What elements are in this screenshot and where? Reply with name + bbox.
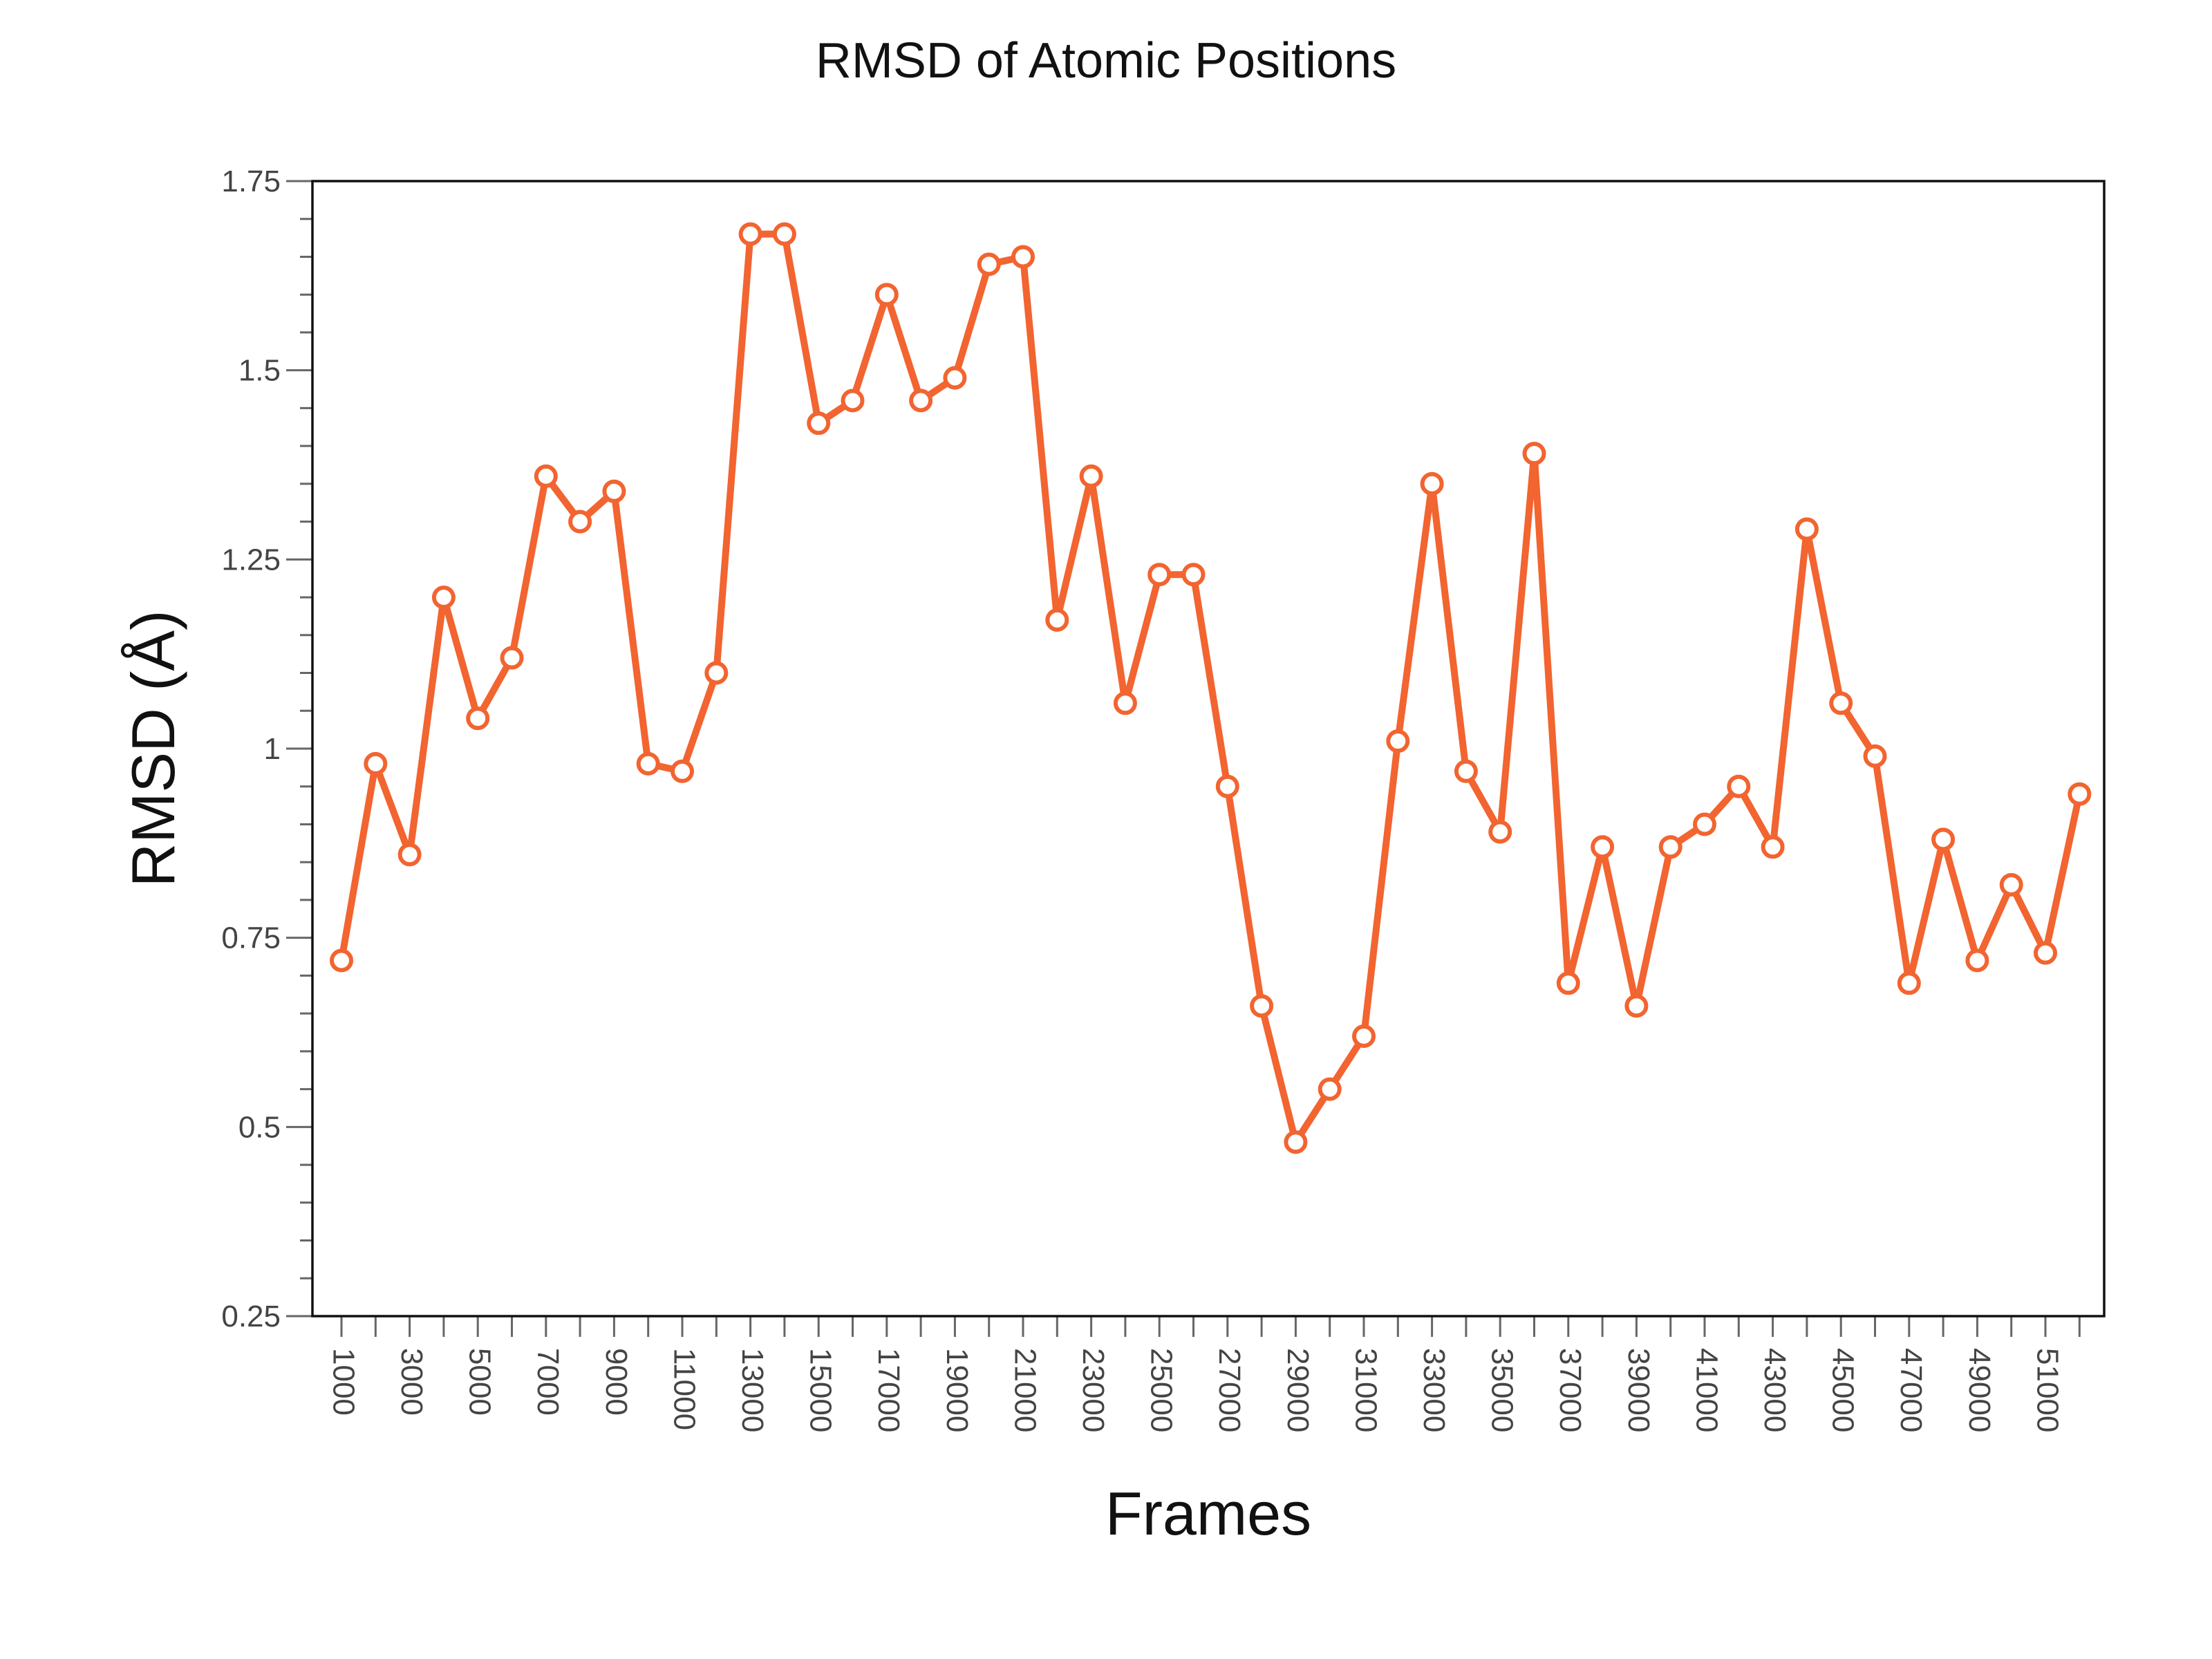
y-tick-label: 0.75 bbox=[221, 921, 281, 955]
data-point bbox=[943, 366, 967, 390]
data-point bbox=[909, 388, 933, 413]
data-point bbox=[1079, 464, 1103, 488]
data-point bbox=[330, 948, 353, 973]
data-point bbox=[772, 222, 796, 246]
data-point bbox=[1761, 835, 1785, 859]
data-point bbox=[2068, 782, 2092, 806]
data-point bbox=[807, 411, 831, 435]
x-tick-label: 47000 bbox=[1894, 1348, 1928, 1432]
x-axis-label: Frames bbox=[1105, 1479, 1311, 1548]
data-point bbox=[977, 252, 1001, 276]
x-tick-label: 43000 bbox=[1758, 1348, 1792, 1432]
data-point bbox=[1454, 759, 1478, 783]
y-axis-label: RMSD (Å) bbox=[119, 610, 187, 888]
data-point bbox=[1352, 1024, 1376, 1048]
series-layer bbox=[330, 222, 2092, 1154]
x-tick-label: 13000 bbox=[735, 1348, 769, 1432]
x-tick-label: 51000 bbox=[2030, 1348, 2064, 1432]
data-point bbox=[431, 585, 456, 610]
data-point bbox=[1863, 744, 1887, 768]
data-point bbox=[1965, 948, 1989, 973]
data-point bbox=[2034, 941, 2057, 965]
data-point bbox=[568, 509, 592, 534]
x-tick-label: 3000 bbox=[395, 1348, 429, 1416]
data-point bbox=[1727, 774, 1751, 798]
chart-title: RMSD of Atomic Positions bbox=[816, 33, 1396, 88]
y-tick-label: 1 bbox=[264, 732, 281, 766]
x-tick-label: 49000 bbox=[1962, 1348, 1996, 1432]
data-point bbox=[397, 843, 422, 867]
x-tick-label: 17000 bbox=[872, 1348, 906, 1432]
y-tick-label: 0.5 bbox=[238, 1110, 281, 1144]
data-point bbox=[1215, 774, 1239, 798]
y-axis: 0.25 0.5 0.75 1 1.25 1.5 1.75 bbox=[221, 165, 312, 1333]
data-point bbox=[1624, 994, 1649, 1018]
series-line bbox=[338, 230, 2083, 1146]
data-point bbox=[1045, 608, 1069, 632]
data-point bbox=[1386, 729, 1410, 753]
x-tick-label: 37000 bbox=[1553, 1348, 1587, 1432]
x-tick-label: 41000 bbox=[1689, 1348, 1723, 1432]
data-point bbox=[1693, 812, 1716, 836]
x-tick-label: 15000 bbox=[804, 1348, 838, 1432]
y-tick-label: 0.25 bbox=[221, 1300, 281, 1333]
data-point bbox=[364, 751, 388, 776]
x-tick-label: 45000 bbox=[1826, 1348, 1860, 1432]
data-point bbox=[671, 759, 694, 783]
data-point bbox=[1829, 691, 1853, 715]
data-point bbox=[1591, 835, 1615, 859]
data-point bbox=[1113, 691, 1137, 715]
x-tick-label: 9000 bbox=[599, 1348, 633, 1416]
x-tick-label: 29000 bbox=[1281, 1348, 1315, 1432]
y-tick-label: 1.75 bbox=[221, 165, 281, 198]
x-axis: 1000 3000 5000 7000 9000 11000 13000 15000 17000… bbox=[326, 1316, 2081, 1432]
data-point bbox=[500, 646, 524, 670]
x-tick-label: 31000 bbox=[1349, 1348, 1382, 1432]
y-tick-label: 1.25 bbox=[221, 543, 281, 577]
data-point bbox=[841, 388, 865, 413]
x-tick-label: 21000 bbox=[1008, 1348, 1042, 1432]
plot-frame bbox=[311, 180, 2106, 1318]
x-tick-label: 23000 bbox=[1076, 1348, 1110, 1432]
data-point bbox=[1488, 820, 1512, 844]
data-point bbox=[1318, 1077, 1342, 1101]
x-tick-label: 25000 bbox=[1145, 1348, 1179, 1432]
data-point bbox=[1931, 827, 1956, 852]
data-point bbox=[636, 751, 660, 776]
data-point bbox=[1794, 517, 1819, 541]
data-point bbox=[1147, 563, 1172, 587]
data-point bbox=[1658, 835, 1683, 859]
data-point bbox=[1250, 994, 1274, 1018]
x-tick-label: 11000 bbox=[667, 1348, 701, 1430]
x-tick-label: 33000 bbox=[1417, 1348, 1451, 1432]
data-point bbox=[1897, 971, 1921, 995]
x-tick-label: 7000 bbox=[531, 1348, 565, 1416]
data-point bbox=[738, 222, 762, 246]
x-tick-label: 1000 bbox=[326, 1348, 360, 1416]
data-point bbox=[1522, 442, 1546, 466]
data-point bbox=[1999, 873, 2023, 897]
data-point bbox=[1420, 471, 1444, 496]
x-tick-label: 19000 bbox=[940, 1348, 974, 1432]
x-tick-label: 35000 bbox=[1485, 1348, 1519, 1432]
data-point bbox=[1011, 245, 1035, 269]
x-tick-label: 27000 bbox=[1212, 1348, 1246, 1432]
data-point bbox=[704, 661, 729, 685]
x-tick-label: 5000 bbox=[463, 1348, 497, 1416]
x-tick-label: 39000 bbox=[1622, 1348, 1656, 1432]
data-point bbox=[602, 479, 626, 503]
data-point bbox=[1181, 563, 1206, 587]
data-point bbox=[1284, 1130, 1308, 1154]
data-point bbox=[1556, 971, 1580, 995]
data-point bbox=[874, 283, 899, 307]
y-tick-label: 1.5 bbox=[238, 354, 281, 388]
data-point bbox=[534, 464, 558, 488]
data-point bbox=[466, 706, 490, 731]
